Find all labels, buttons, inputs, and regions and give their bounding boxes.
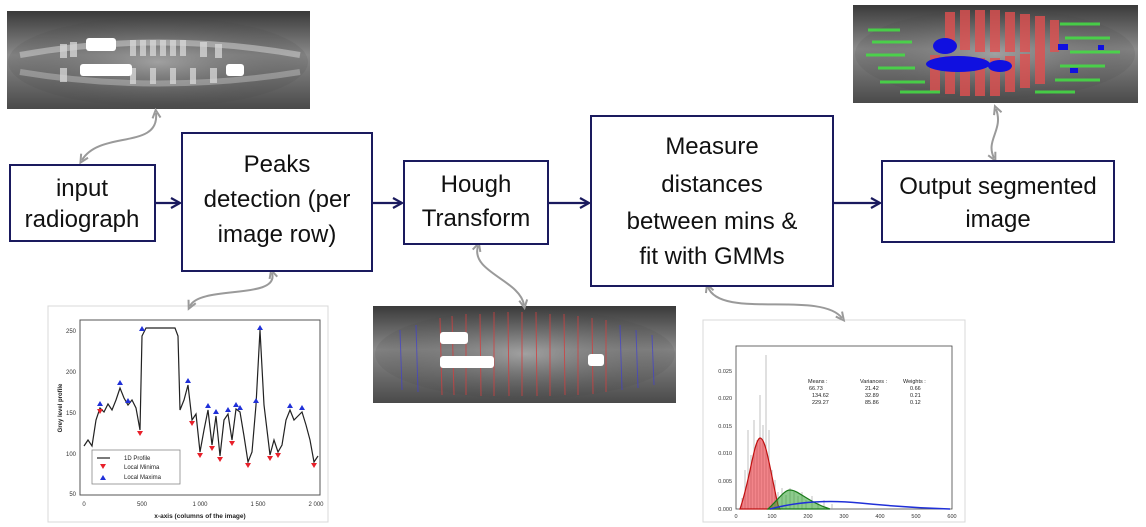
table-cell: 229.27 bbox=[812, 400, 829, 406]
table-header-variances: Variances : bbox=[860, 379, 888, 385]
step-output-segmented: Output segmented image bbox=[881, 160, 1115, 243]
histogram-xtick: 600 bbox=[947, 514, 956, 520]
histogram-ytick: 0.000 bbox=[718, 507, 732, 513]
histogram-xtick: 300 bbox=[839, 514, 848, 520]
profile-legend: 1D Profile Local Minima Local Maxima bbox=[91, 449, 181, 485]
histogram-ytick: 0.020 bbox=[718, 396, 732, 402]
histogram-ytick: 0.010 bbox=[718, 451, 732, 457]
step-label-line: radiograph bbox=[25, 206, 140, 233]
step-label-line: image bbox=[965, 206, 1030, 233]
histogram-xtick: 200 bbox=[803, 514, 812, 520]
link-arrow-hough bbox=[471, 240, 529, 311]
histogram-ytick: 0.015 bbox=[718, 424, 732, 430]
profile-xlabel: x-axis (columns of the image) bbox=[154, 513, 245, 520]
table-cell: 32.89 bbox=[865, 393, 879, 399]
table-cell: 85.86 bbox=[865, 400, 879, 406]
input-radiograph-image bbox=[7, 11, 310, 109]
step-label-line: image row) bbox=[218, 221, 337, 248]
profile-xticks: 0 500 1 000 1 500 2 000 bbox=[82, 502, 324, 508]
step-measure-distances: Measure distances between mins & fit wit… bbox=[590, 115, 834, 287]
step-input-radiograph: input radiograph bbox=[9, 164, 156, 242]
hough-transform-image bbox=[373, 306, 676, 403]
profile-ytick: 150 bbox=[66, 411, 77, 417]
step-peaks-detection: Peaks detection (per image row) bbox=[181, 132, 373, 272]
histogram-xticks: 0 100 200 300 400 500 600 bbox=[734, 514, 956, 520]
profile-ylabel: Grey level profile bbox=[58, 383, 64, 432]
output-segmented-image bbox=[853, 5, 1138, 103]
histogram-ytick: 0.005 bbox=[718, 479, 732, 485]
link-arrow-measure bbox=[704, 282, 846, 323]
step-label-line: detection (per bbox=[204, 186, 351, 213]
histogram-xtick: 100 bbox=[767, 514, 776, 520]
profile-ytick: 250 bbox=[66, 329, 77, 335]
profile-xtick: 500 bbox=[137, 502, 148, 508]
table-header-weights: Weights : bbox=[903, 379, 926, 385]
gmm-component-blue bbox=[769, 500, 951, 510]
local-maxima-markers bbox=[97, 325, 305, 414]
step-label-line: input bbox=[56, 175, 108, 202]
step-label-line: Output segmented bbox=[899, 173, 1096, 200]
step-label-line: Hough bbox=[441, 171, 512, 198]
legend-minima-label: Local Minima bbox=[124, 465, 160, 471]
table-cell: 0.66 bbox=[910, 386, 921, 392]
profile-xtick: 1 000 bbox=[192, 502, 208, 508]
table-cell: 134.62 bbox=[812, 393, 829, 399]
profile-xtick: 1 500 bbox=[250, 502, 266, 508]
link-arrow-input bbox=[79, 107, 162, 165]
gmm-component-green bbox=[766, 489, 831, 510]
histogram-xtick: 500 bbox=[911, 514, 920, 520]
histogram-ytick: 0.025 bbox=[718, 369, 732, 375]
grey-profile-chart: Grey level profile x-axis (columns of th… bbox=[47, 305, 329, 523]
profile-ytick: 100 bbox=[66, 452, 77, 458]
link-arrow-peaks bbox=[187, 267, 278, 311]
table-header-means: Means : bbox=[808, 379, 828, 385]
table-cell: 0.21 bbox=[910, 393, 921, 399]
step-label-line: distances bbox=[661, 171, 762, 198]
step-label-line: Measure bbox=[665, 133, 758, 160]
profile-xtick: 0 bbox=[82, 502, 86, 508]
histogram-plot-frame bbox=[735, 345, 953, 510]
step-label-line: between mins & bbox=[627, 208, 798, 235]
legend-profile-label: 1D Profile bbox=[124, 456, 151, 462]
profile-xtick: 2 000 bbox=[308, 502, 324, 508]
gmm-histogram-chart: 0.025 0.020 0.015 0.010 0.005 0.000 0 10… bbox=[702, 319, 966, 523]
histogram-xtick: 0 bbox=[734, 514, 737, 520]
gmm-component-red bbox=[739, 437, 781, 510]
gmm-parameters-table: Means : Variances : Weights : 66.73 21.4… bbox=[808, 379, 926, 406]
step-label-line: Peaks bbox=[244, 151, 311, 178]
table-cell: 21.42 bbox=[865, 386, 879, 392]
histogram-xtick: 400 bbox=[875, 514, 884, 520]
step-hough-transform: Hough Transform bbox=[403, 160, 549, 245]
step-label-line: Transform bbox=[422, 205, 530, 232]
step-label-line: fit with GMMs bbox=[639, 243, 784, 270]
profile-ytick: 50 bbox=[69, 492, 76, 498]
legend-maxima-label: Local Maxima bbox=[124, 475, 162, 481]
table-cell: 0.12 bbox=[910, 400, 921, 406]
profile-ytick: 200 bbox=[66, 370, 77, 376]
profile-line bbox=[83, 327, 319, 465]
table-cell: 66.73 bbox=[809, 386, 823, 392]
histogram-yticks: 0.025 0.020 0.015 0.010 0.005 0.000 bbox=[718, 369, 732, 513]
link-arrows bbox=[79, 104, 1003, 323]
link-arrow-output bbox=[987, 104, 1003, 163]
profile-yticks: 250 200 150 100 50 bbox=[66, 329, 77, 498]
local-minima-markers bbox=[97, 409, 317, 468]
profile-plot-frame bbox=[79, 319, 321, 496]
